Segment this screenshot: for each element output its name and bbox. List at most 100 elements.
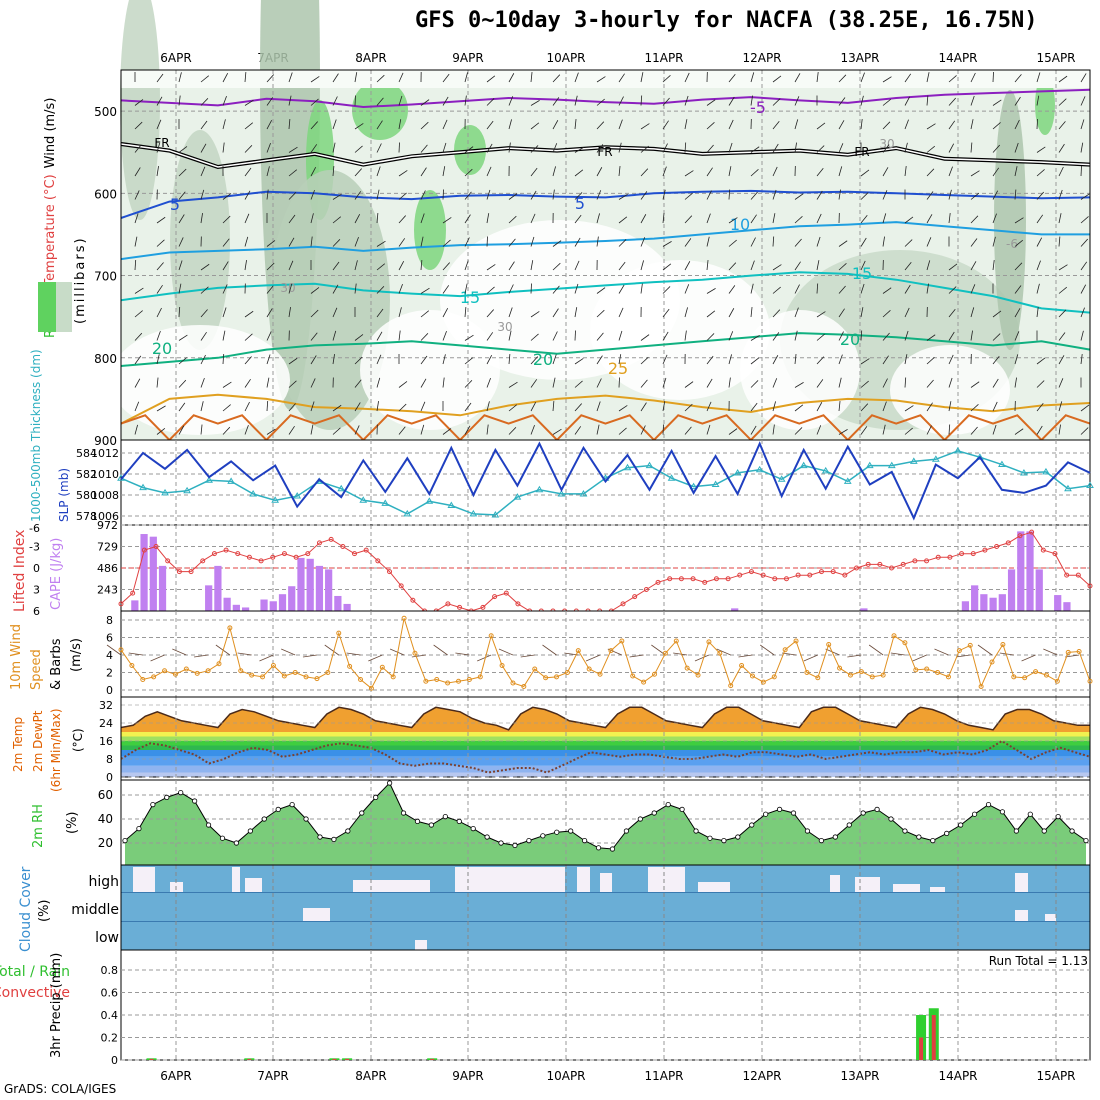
wind-barb <box>222 404 231 412</box>
wind-barb <box>728 217 738 224</box>
wind-barb <box>1036 214 1044 224</box>
wind-barb <box>640 145 649 153</box>
wind-barb <box>1080 261 1088 271</box>
lifted-index-marker <box>328 536 334 542</box>
wind-barb <box>904 354 908 365</box>
wind-barb <box>156 142 161 153</box>
wind-speed-marker <box>651 671 657 677</box>
lifted-index-marker <box>725 576 731 582</box>
wind-speed-marker <box>118 647 124 653</box>
top-date-label: 6APR <box>160 51 191 65</box>
wind-barb <box>629 654 644 658</box>
wind-barb <box>200 213 203 224</box>
rh-marker <box>707 835 713 841</box>
wind-barb <box>376 401 379 412</box>
wind-barb <box>552 166 556 177</box>
lifted-index-marker <box>223 547 229 553</box>
wind-speed-marker <box>368 685 374 691</box>
wind-barb <box>970 381 980 388</box>
wind-barb <box>442 307 449 318</box>
wind-speed-marker <box>815 675 821 681</box>
wind-barb <box>794 427 803 435</box>
wind-barb <box>992 310 1002 318</box>
wind-barb <box>156 96 163 106</box>
lifted-index-marker <box>258 558 264 564</box>
y-tick-label: 729 <box>97 541 118 554</box>
wind-barb <box>398 403 407 412</box>
wind-barb <box>244 333 253 341</box>
wind-barb <box>750 72 755 83</box>
wind-barb <box>156 354 160 365</box>
wind-barb <box>860 380 869 388</box>
isotherm-line <box>120 221 1090 261</box>
wind-barb <box>156 166 159 177</box>
lifted-index-marker <box>457 604 463 610</box>
wind-barb <box>992 190 999 200</box>
wind-barb <box>150 654 165 662</box>
lifted-index-marker <box>970 551 976 557</box>
cloud-gap <box>893 884 920 892</box>
rh-marker <box>456 818 462 825</box>
wind-barb <box>200 263 210 271</box>
wind-barb <box>794 307 799 318</box>
wind-barb <box>860 358 870 365</box>
thickness-marker <box>469 509 478 517</box>
wind-barb <box>442 285 450 294</box>
wind-barb <box>486 236 488 247</box>
rh-marker <box>693 828 699 834</box>
wind-barb <box>530 311 540 318</box>
wind-barb <box>1080 307 1085 318</box>
y-tick-label: 1006 <box>91 510 119 523</box>
y-tick-label: 0.4 <box>101 1009 119 1022</box>
wind-barb <box>1014 119 1020 130</box>
wind-barb <box>706 310 716 318</box>
rh-marker <box>484 834 490 840</box>
cape-bar <box>260 599 268 611</box>
wind-barb <box>354 260 358 271</box>
wind-barb <box>398 95 403 106</box>
cloud-gap <box>245 878 262 892</box>
wind-speed-marker <box>608 648 614 654</box>
wind-barb <box>1014 285 1022 294</box>
wind-barb <box>266 143 271 153</box>
rh-marker <box>665 801 671 808</box>
wind-speed-marker <box>477 674 483 680</box>
wind-barb <box>332 119 337 130</box>
wind-barb <box>222 307 227 318</box>
lifted-index-marker <box>153 544 159 549</box>
wind-barb <box>178 283 182 294</box>
wind-barb <box>134 259 137 271</box>
wind-barb <box>794 330 798 341</box>
lifted-index-marker <box>503 590 509 596</box>
wind-barb <box>433 644 448 656</box>
lifted-index-marker <box>702 579 708 585</box>
wind-barb <box>1036 118 1038 130</box>
rh-marker <box>1027 811 1033 817</box>
y-tick-label: 6 <box>106 632 113 645</box>
wind-barb <box>420 167 427 177</box>
wind-barb <box>442 217 452 224</box>
wind-barb <box>904 377 907 388</box>
rh-marker <box>902 828 908 834</box>
contour-label: 25 <box>608 359 628 378</box>
thickness-marker <box>953 446 962 454</box>
wind-barb <box>640 283 643 294</box>
wind-barb <box>442 142 447 153</box>
wind-barb <box>442 119 448 130</box>
lifted-index-marker <box>889 565 895 571</box>
lifted-index-marker <box>118 601 124 607</box>
cape-bar <box>269 601 277 611</box>
wind-barb <box>332 73 339 83</box>
wind-barb <box>464 214 471 224</box>
wind-barb <box>640 425 646 435</box>
cloud-gap <box>415 940 427 950</box>
wind-speed-marker <box>597 671 603 677</box>
cloud-gap <box>1045 914 1056 921</box>
thickness-marker <box>976 453 984 460</box>
wind-speed-marker <box>379 664 385 670</box>
wind-barb <box>266 240 276 247</box>
lifted-index-marker <box>947 554 953 560</box>
wind-speed-marker <box>1000 642 1006 647</box>
rh-marker <box>721 837 727 844</box>
wind-barb <box>376 166 381 177</box>
